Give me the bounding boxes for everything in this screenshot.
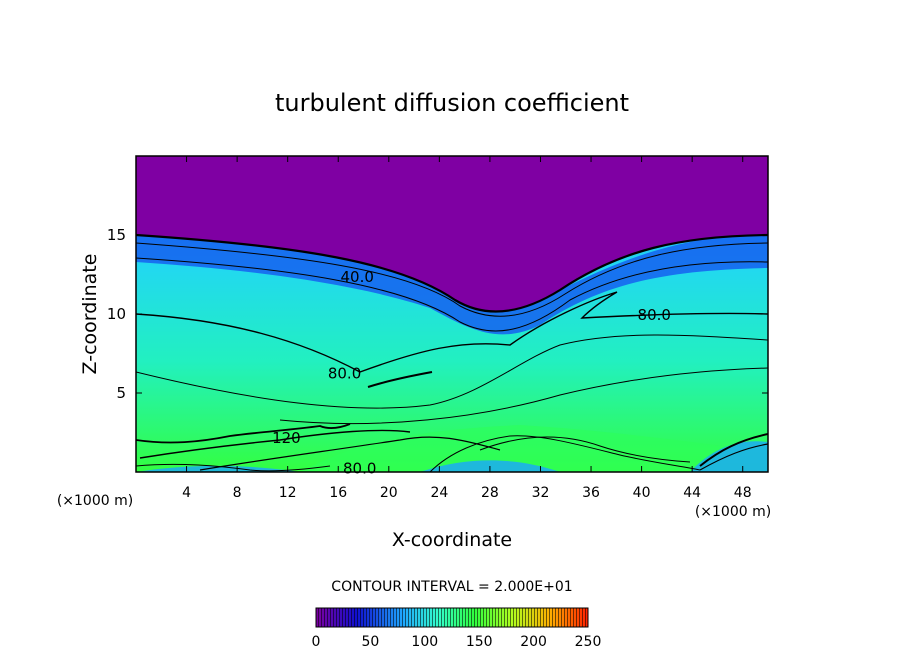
x-tick-label: 4	[182, 485, 191, 501]
chart-title: turbulent diffusion coefficient	[275, 89, 629, 117]
contour-interval-text: CONTOUR INTERVAL = 2.000E+01	[331, 579, 572, 595]
colorbar-tick-label: 200	[520, 634, 547, 650]
contour-line	[136, 233, 768, 313]
colorbar-tick-label: 0	[312, 634, 321, 650]
colorbar-frame	[315, 607, 589, 628]
contour-label: 40.0	[340, 268, 373, 286]
contour-labels: 40.0 80.0 80.0 120 80.0	[272, 268, 671, 477]
contour-line	[136, 257, 768, 332]
surface-patch	[300, 425, 768, 472]
y-tick-label: 10	[107, 305, 126, 323]
y-axis-label: Z-coordinate	[79, 254, 101, 375]
contour-line	[136, 463, 331, 472]
y-tick-label: 15	[107, 226, 126, 244]
colorbar-tick-label: 150	[466, 634, 493, 650]
contour-line	[429, 435, 701, 472]
contour-label: 80.0	[328, 364, 361, 382]
upper-layer-fill	[136, 156, 768, 312]
contour-line	[479, 436, 691, 463]
x-unit-right: (×1000 m)	[695, 504, 771, 520]
colorbar-hatch	[316, 608, 588, 627]
contour-label: 80.0	[638, 306, 671, 324]
contour-label: 120	[272, 429, 301, 447]
contour-line	[699, 443, 768, 471]
x-tick-label: 12	[279, 485, 297, 501]
contour-line	[136, 242, 768, 317]
y-axis-ticks: 5 10 15	[107, 226, 768, 402]
contour-line	[279, 367, 768, 425]
colorbar-tick-label: 100	[411, 634, 438, 650]
contour-line	[139, 429, 411, 459]
x-tick-label: 44	[683, 485, 701, 501]
contour-line	[136, 334, 768, 409]
transition-band	[136, 228, 768, 335]
y-tick-label: 5	[116, 384, 126, 402]
x-tick-label: 16	[329, 485, 347, 501]
contour-line	[199, 436, 501, 471]
colorbar-tick-label: 50	[361, 634, 379, 650]
x-tick-label: 48	[734, 485, 752, 501]
contour-line	[367, 371, 433, 388]
colorbar-tick-label: 250	[575, 634, 602, 650]
x-tick-label: 32	[532, 485, 550, 501]
contour-line	[136, 423, 351, 444]
contour-label: 80.0	[343, 459, 376, 477]
x-tick-label: 36	[582, 485, 600, 501]
contour-line	[136, 291, 768, 373]
x-unit-left: (×1000 m)	[57, 493, 133, 509]
x-tick-label: 28	[481, 485, 499, 501]
x-tick-label: 20	[380, 485, 398, 501]
contour-lines	[136, 233, 768, 472]
x-axis-ticks: 4 8 12 16 20 24 28 32 36 40 44 48	[182, 156, 752, 501]
x-tick-label: 24	[430, 485, 448, 501]
x-tick-label: 40	[633, 485, 651, 501]
x-axis-label: X-coordinate	[392, 529, 512, 551]
colorbar-ticks: 0 50 100 150 200 250	[312, 634, 602, 650]
x-tick-label: 8	[233, 485, 242, 501]
contour-line	[699, 433, 768, 467]
